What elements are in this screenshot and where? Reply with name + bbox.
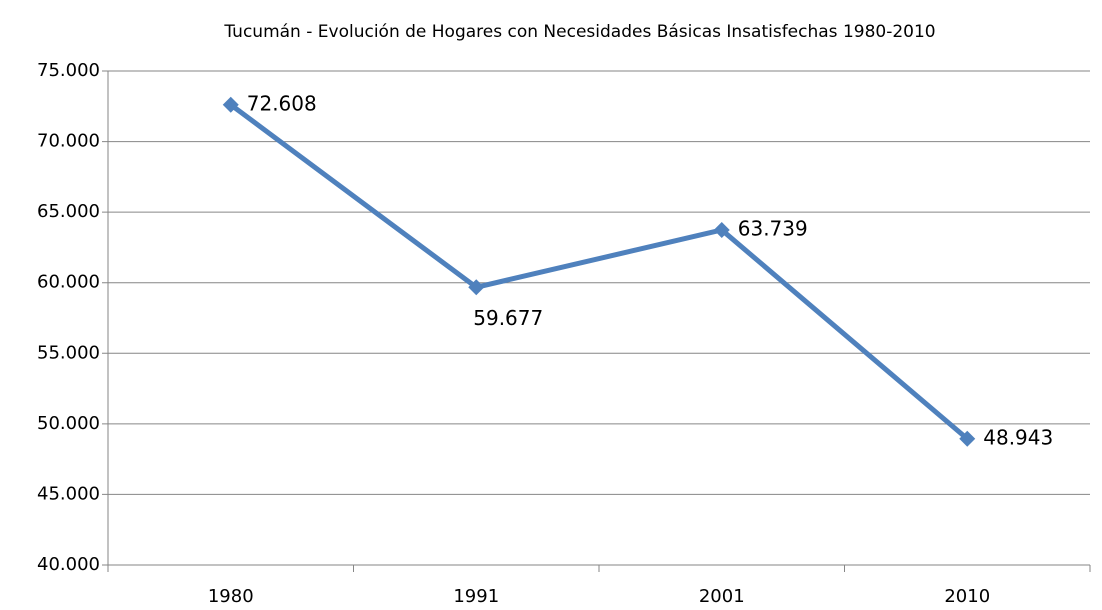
y-tick-label: 65.000	[37, 201, 100, 222]
y-tick-label: 75.000	[37, 60, 100, 81]
data-label: 63.739	[738, 216, 808, 240]
y-tick-label: 70.000	[37, 131, 100, 152]
x-tick-label: 2010	[944, 586, 990, 607]
x-tick-label: 2001	[699, 586, 745, 607]
marker	[713, 221, 730, 238]
marker	[222, 96, 239, 113]
data-label: 72.608	[247, 91, 317, 115]
data-label: 59.677	[473, 306, 543, 330]
marker	[959, 430, 976, 447]
y-tick-label: 40.000	[37, 554, 100, 575]
x-tick-label: 1991	[453, 586, 499, 607]
data-label: 48.943	[983, 425, 1053, 449]
x-tick-label: 1980	[208, 586, 254, 607]
y-tick-label: 60.000	[37, 272, 100, 293]
y-tick-label: 55.000	[37, 342, 100, 363]
chart-title: Tucumán - Evolución de Hogares con Neces…	[223, 22, 935, 42]
y-tick-label: 50.000	[37, 413, 100, 434]
y-tick-label: 45.000	[37, 483, 100, 504]
line	[229, 102, 969, 441]
marker	[468, 279, 485, 296]
